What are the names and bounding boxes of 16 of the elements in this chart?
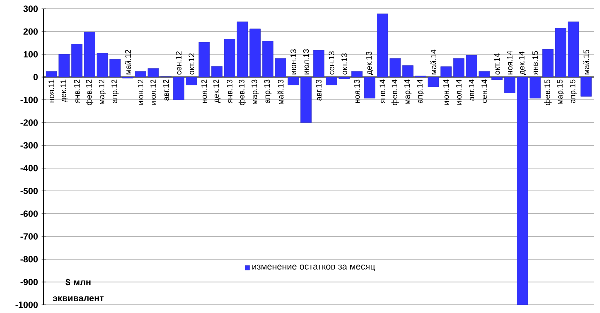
- y-tick-label: -800: [20, 256, 38, 263]
- annotation: $ млн эквивалент: [53, 278, 104, 302]
- y-tick-label: -500: [20, 188, 38, 194]
- y-tick-label: -200: [20, 120, 38, 126]
- y-tick-label: 300: [24, 6, 38, 12]
- legend-label: изменение остатков за месяц: [252, 264, 376, 272]
- y-tick-label: -400: [20, 165, 38, 172]
- y-tick-label: -900: [20, 279, 38, 286]
- y-tick-label: -1000: [16, 302, 38, 308]
- y-tick-label: -700: [20, 234, 38, 240]
- y-tick-label: 0: [34, 74, 38, 80]
- y-tick-label: 100: [24, 51, 38, 58]
- y-tick-label: -600: [20, 210, 38, 218]
- y-tick-label: 200: [24, 28, 38, 35]
- y-tick-label: -100: [20, 96, 38, 104]
- y-tick-label: -300: [20, 142, 38, 149]
